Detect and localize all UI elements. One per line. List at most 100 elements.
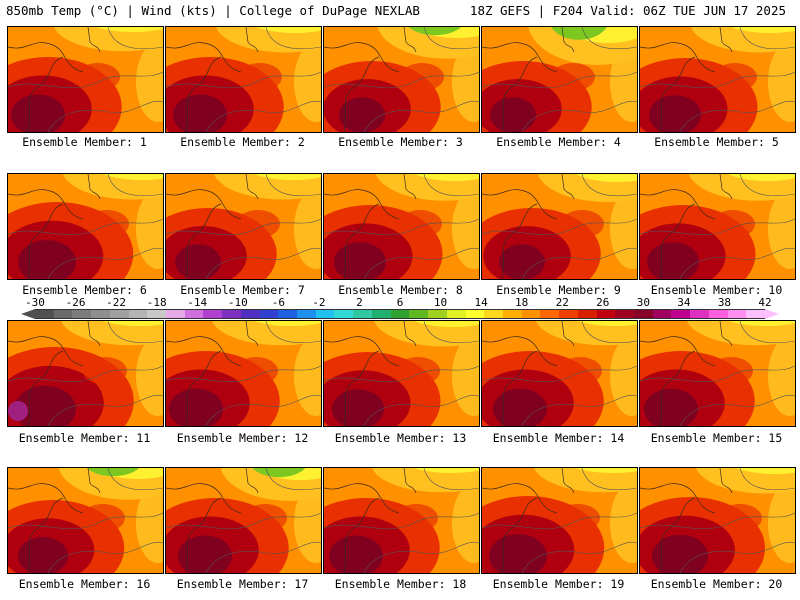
color-scale-swatch	[559, 309, 579, 319]
color-scale-swatch	[128, 309, 148, 319]
ensemble-member-label: Ensemble Member: 11	[18, 431, 151, 445]
ensemble-member-map	[481, 320, 638, 427]
color-scale-tick-label: -6	[271, 296, 285, 309]
temperature-field	[482, 27, 637, 132]
temperature-field	[482, 321, 637, 426]
color-scale-tick-label: -26	[65, 296, 86, 309]
color-scale-swatch	[222, 309, 242, 319]
ensemble-member-label: Ensemble Member: 9	[496, 283, 621, 297]
map-title: 850mb Temp (°C) | Wind (kts) | College o…	[6, 3, 420, 18]
temperature-field	[166, 468, 321, 573]
color-scale-high-arrow	[765, 309, 779, 319]
ensemble-member-map	[7, 320, 164, 427]
color-scale-swatch	[690, 309, 710, 319]
color-scale-swatch	[596, 309, 616, 319]
ensemble-member-map	[323, 173, 480, 280]
ensemble-member-map	[639, 467, 796, 574]
ensemble-member-label: Ensemble Member: 18	[334, 577, 467, 591]
ensemble-member-label: Ensemble Member: 2	[180, 135, 305, 149]
color-scale-swatch	[502, 309, 523, 319]
ensemble-member-map	[165, 320, 322, 427]
color-scale-tick-label: 14	[474, 296, 488, 309]
color-scale-tick-label: 34	[677, 296, 691, 309]
ensemble-member-label: Ensemble Member: 13	[334, 431, 467, 445]
color-scale-swatch	[446, 309, 466, 319]
ensemble-member-label: Ensemble Member: 5	[654, 135, 779, 149]
color-scale-tick-label: 2	[356, 296, 363, 309]
ensemble-member-map	[481, 26, 638, 133]
ensemble-member-map	[323, 320, 480, 427]
temperature-field	[324, 468, 479, 573]
ensemble-member-map	[7, 467, 164, 574]
ensemble-member-label: Ensemble Member: 7	[180, 283, 305, 297]
color-scale-tick-label: 10	[433, 296, 448, 309]
color-scale-swatch	[540, 309, 560, 319]
ensemble-member-map	[165, 26, 322, 133]
color-scale-swatch	[203, 309, 223, 319]
color-scale-tick-label: -18	[146, 296, 167, 309]
color-scale-swatch	[577, 309, 598, 319]
color-scale-swatch	[72, 309, 92, 319]
color-scale-swatch	[708, 309, 729, 319]
color-scale-swatch	[428, 309, 448, 319]
color-scale-swatch	[240, 309, 261, 319]
color-scale-swatch	[109, 309, 130, 319]
color-scale-swatch	[615, 309, 635, 319]
ensemble-member-label: Ensemble Member: 14	[492, 431, 625, 445]
ensemble-member-label: Ensemble Member: 15	[650, 431, 783, 445]
color-scale-swatch	[671, 309, 691, 319]
color-scale-swatch	[371, 309, 392, 319]
color-scale-swatch	[353, 309, 373, 319]
temperature-field	[640, 321, 795, 426]
color-scale-swatch	[652, 309, 672, 319]
color-scale-swatch	[390, 309, 410, 319]
ensemble-member-map	[323, 26, 480, 133]
ensemble-member-label: Ensemble Member: 6	[22, 283, 147, 297]
ensemble-member-label: Ensemble Member: 17	[176, 577, 309, 591]
temperature-field	[640, 174, 795, 279]
color-scale-swatch	[334, 309, 354, 319]
temperature-field	[8, 174, 163, 279]
temperature-field	[324, 321, 479, 426]
color-scale-swatch	[633, 309, 654, 319]
color-scale-swatch	[465, 309, 485, 319]
color-scale-tick-label: -22	[106, 296, 127, 309]
color-scale-swatch	[184, 309, 204, 319]
temperature-field	[8, 321, 163, 426]
color-scale-swatch	[297, 309, 317, 319]
color-scale-swatch	[727, 309, 747, 319]
color-scale-tick-label: -30	[25, 296, 45, 309]
ensemble-member-map	[165, 467, 322, 574]
ensemble-member-map	[323, 467, 480, 574]
color-scale-tick-label: -10	[227, 296, 248, 309]
temperature-field	[640, 468, 795, 573]
ensemble-member-label: Ensemble Member: 1	[22, 135, 147, 149]
temperature-field	[166, 174, 321, 279]
color-scale-tick-label: -14	[187, 296, 208, 309]
color-scale-tick-label: 38	[717, 296, 732, 309]
color-scale-tick-label: -2	[312, 296, 326, 309]
ensemble-member-label: Ensemble Member: 12	[176, 431, 309, 445]
color-scale-swatch	[278, 309, 298, 319]
color-scale-ticks: -30 -26 -22 -18 -14 -10 -6 -2 2 6 10 14 18 22 26 30 34 38…	[0, 296, 800, 309]
ensemble-member-label: Ensemble Member: 10	[650, 283, 783, 297]
color-scale-tick-label: 6	[396, 296, 404, 309]
color-scale-swatch	[166, 309, 186, 319]
color-scale-swatch	[147, 309, 167, 319]
temperature-field	[640, 27, 795, 132]
temperature-field	[324, 27, 479, 132]
ensemble-member-map	[7, 26, 164, 133]
ensemble-member-map	[7, 173, 164, 280]
color-scale-tick-label: 22	[555, 296, 569, 309]
color-scale-swatch	[53, 309, 73, 319]
ensemble-member-label: Ensemble Member: 3	[338, 135, 463, 149]
ensemble-member-map	[481, 467, 638, 574]
temperature-field	[166, 27, 321, 132]
ensemble-member-label: Ensemble Member: 20	[650, 577, 783, 591]
color-scale-swatch	[409, 309, 429, 319]
ensemble-member-label: Ensemble Member: 19	[492, 577, 625, 591]
color-scale-low-arrow	[21, 309, 35, 319]
color-scale-swatch	[35, 309, 55, 319]
color-scale-tick-label: 30	[636, 296, 650, 309]
ensemble-member-label: Ensemble Member: 4	[496, 135, 621, 149]
